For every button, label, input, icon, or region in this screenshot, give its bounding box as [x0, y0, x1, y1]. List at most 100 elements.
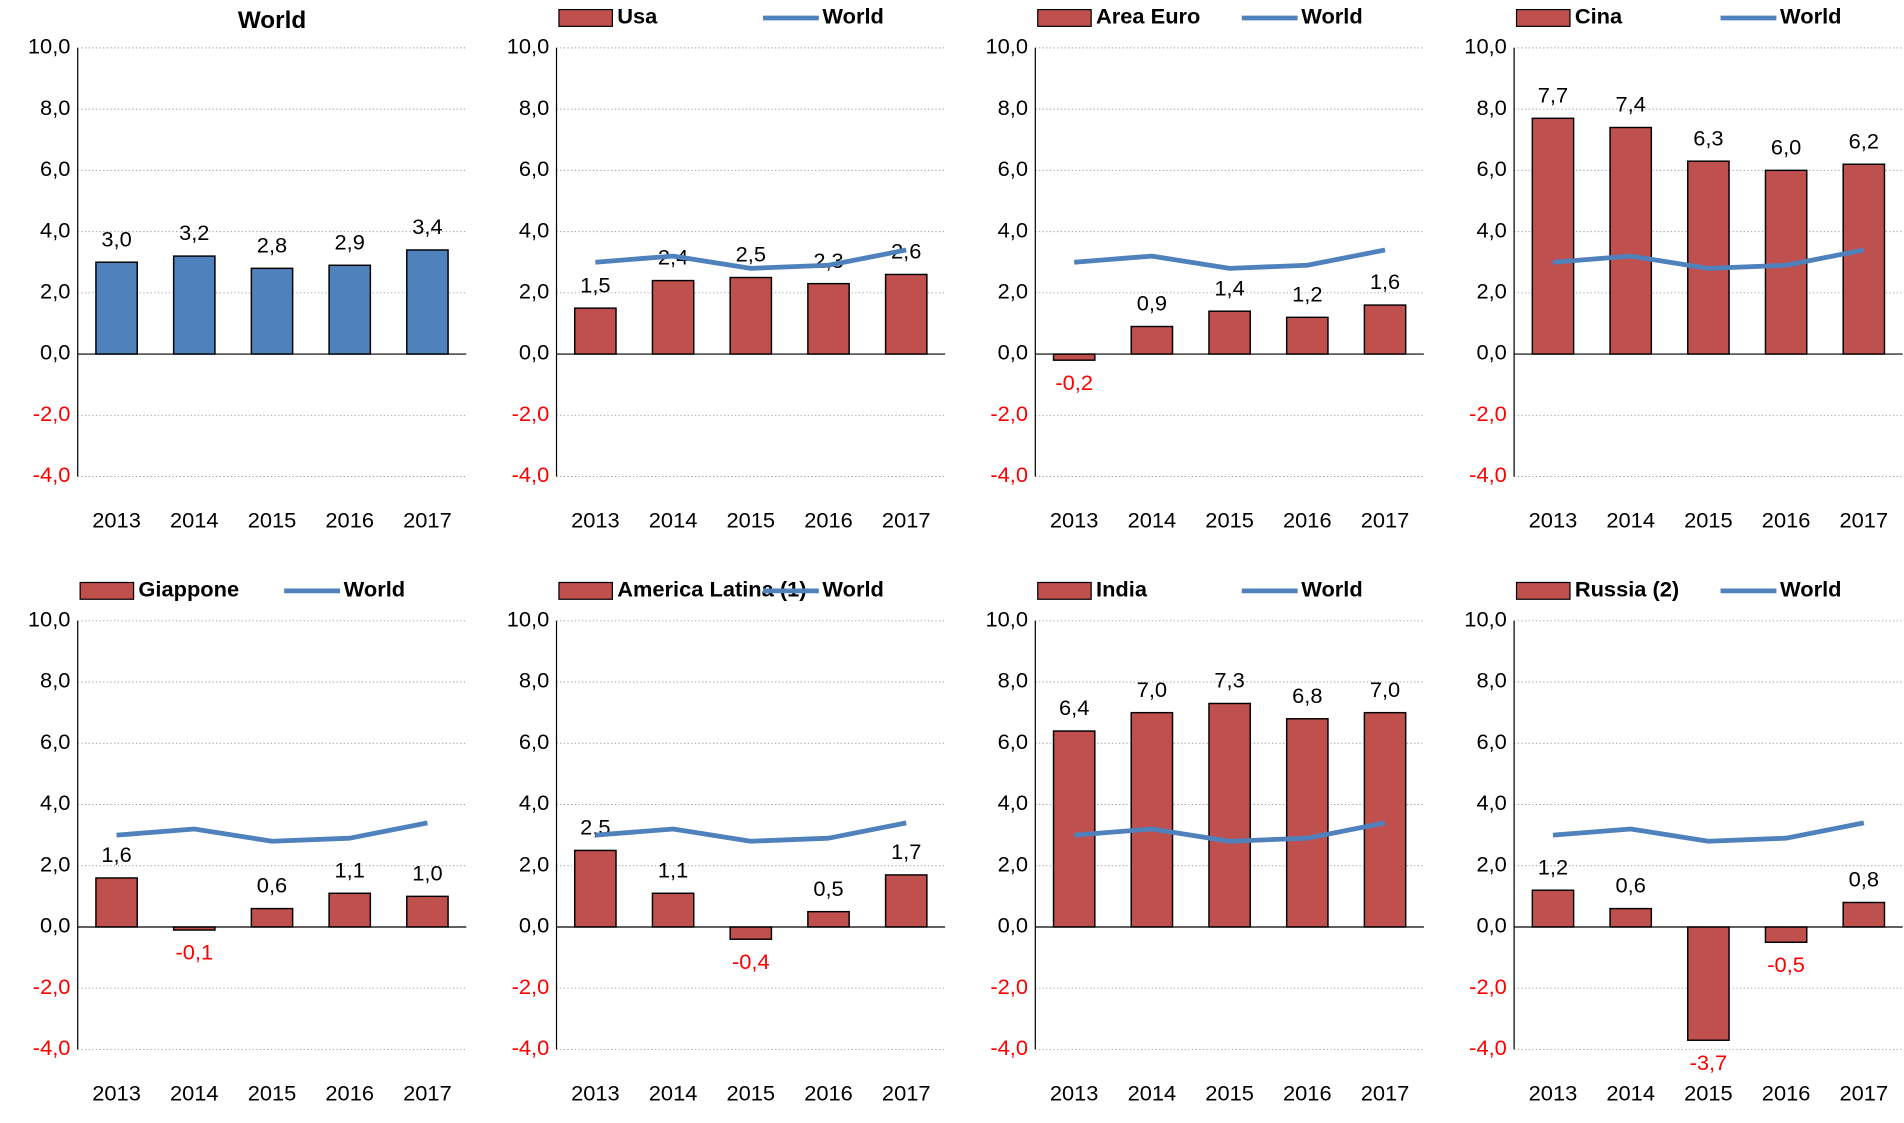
y-tick-label: 8,0	[1476, 95, 1506, 120]
y-tick-label: 8,0	[519, 95, 549, 120]
legend-swatch	[1515, 581, 1571, 600]
y-tick-label: 2,0	[40, 852, 70, 877]
y-tick-label: 8,0	[998, 668, 1028, 693]
data-label: -3,7	[1690, 1050, 1728, 1075]
bar	[1130, 325, 1174, 355]
y-tick-label: 8,0	[40, 95, 70, 120]
data-label: 6,0	[1771, 135, 1801, 160]
x-tick-label: 2014	[1128, 508, 1177, 533]
y-tick-label: 10,0	[986, 34, 1029, 59]
data-label: 7,7	[1538, 83, 1568, 108]
x-tick-label: 2015	[248, 1081, 297, 1106]
y-tick-label: 0,0	[1476, 340, 1506, 365]
bar	[1609, 907, 1653, 928]
y-tick-label: -2,0	[990, 974, 1028, 999]
y-tick-label: -4,0	[1469, 462, 1507, 487]
data-label: 6,4	[1059, 695, 1089, 720]
y-tick-label: 4,0	[998, 217, 1028, 242]
data-label: -0,2	[1055, 370, 1093, 395]
chart: -4,0 -2,0 0,0 2,0 4,0 6,0 8,0 10,0 2013 2014 2015 2…	[507, 577, 946, 1106]
y-tick-label: -4,0	[33, 1035, 71, 1060]
legend-label: India	[1096, 577, 1148, 602]
x-tick-label: 2015	[1205, 508, 1254, 533]
x-tick-label: 2015	[248, 508, 297, 533]
y-tick-label: 0,0	[40, 340, 70, 365]
y-tick-label: 2,0	[998, 279, 1028, 304]
y-tick-label: 2,0	[998, 852, 1028, 877]
x-tick-label: 2013	[1529, 508, 1578, 533]
y-tick-label: 4,0	[40, 790, 70, 815]
data-label: 1,6	[1370, 269, 1400, 294]
x-tick-label: 2017	[1361, 508, 1410, 533]
chart: -4,0 -2,0 0,0 2,0 4,0 6,0 8,0 10,0 2013 2014 2015 2…	[28, 577, 467, 1106]
bar	[406, 249, 449, 355]
y-tick-label: -4,0	[990, 1035, 1028, 1060]
line	[595, 820, 907, 844]
y-tick-label: 2,0	[1476, 279, 1506, 304]
data-label: 0,8	[1849, 867, 1879, 892]
y-tick-label: 0,0	[519, 340, 549, 365]
data-label: 7,3	[1214, 668, 1244, 693]
bar	[328, 264, 372, 355]
x-tick-label: 2014	[649, 508, 698, 533]
x-tick-label: 2017	[882, 1081, 931, 1106]
chart-title: World	[238, 7, 306, 34]
legend-label: World	[822, 4, 883, 29]
x-tick-label: 2016	[804, 508, 853, 533]
data-label: 0,5	[813, 876, 843, 901]
bar	[1687, 160, 1730, 355]
x-tick-label: 2013	[571, 508, 620, 533]
x-tick-label: 2017	[403, 508, 452, 533]
y-tick-label: 8,0	[40, 668, 70, 693]
y-tick-label: -4,0	[990, 462, 1028, 487]
data-label: -0,1	[175, 940, 213, 965]
y-tick-label: 6,0	[1476, 729, 1506, 754]
data-label: 1,2	[1292, 282, 1322, 307]
data-label: 1,6	[101, 842, 131, 867]
bar	[1842, 901, 1886, 928]
bar	[1687, 926, 1730, 1041]
y-tick-label: 8,0	[1476, 668, 1506, 693]
chart: -4,0 -2,0 0,0 2,0 4,0 6,0 8,0 10,0 2013 2014 2015 2…	[28, 7, 467, 533]
bar	[172, 255, 216, 355]
y-tick-label: 6,0	[998, 729, 1028, 754]
line	[1552, 820, 1865, 844]
line	[116, 820, 428, 844]
bar	[884, 273, 928, 355]
y-tick-label: 8,0	[998, 95, 1028, 120]
y-tick-label: 8,0	[519, 668, 549, 693]
legend-label: World	[1301, 4, 1362, 29]
data-label: 2,8	[257, 233, 287, 258]
data-label: -0,4	[732, 949, 770, 974]
x-tick-label: 2015	[1684, 1081, 1733, 1106]
data-label: 0,6	[257, 873, 287, 898]
legend-label: Cina	[1575, 4, 1623, 29]
y-tick-label: -2,0	[512, 974, 550, 999]
x-tick-label: 2016	[1762, 1081, 1811, 1106]
y-tick-label: 4,0	[1476, 217, 1506, 242]
y-tick-label: 6,0	[519, 156, 549, 181]
y-tick-label: 10,0	[1464, 607, 1507, 632]
x-tick-label: 2013	[92, 1081, 141, 1106]
y-tick-label: 4,0	[1476, 790, 1506, 815]
chart: -4,0 -2,0 0,0 2,0 4,0 6,0 8,0 10,0 2013 2014 2015 2…	[1464, 577, 1903, 1106]
bar	[406, 895, 449, 928]
legend-label: Giappone	[138, 577, 239, 602]
x-tick-label: 2015	[727, 1081, 776, 1106]
y-tick-label: 4,0	[519, 217, 549, 242]
x-tick-label: 2014	[1606, 1081, 1655, 1106]
y-tick-label: -2,0	[33, 974, 71, 999]
x-tick-label: 2016	[1283, 508, 1332, 533]
y-tick-label: 2,0	[519, 852, 549, 877]
chart: -4,0 -2,0 0,0 2,0 4,0 6,0 8,0 10,0 2013 2014 2015 2…	[986, 577, 1424, 1106]
chart: -4,0 -2,0 0,0 2,0 4,0 6,0 8,0 10,0 2013 2014 2015 2…	[1464, 4, 1903, 533]
x-tick-label: 2013	[1529, 1081, 1578, 1106]
bar	[1285, 316, 1329, 355]
data-label: 0,6	[1615, 873, 1645, 898]
bar	[1363, 711, 1407, 928]
y-tick-label: 0,0	[519, 913, 549, 938]
data-label: -0,5	[1767, 952, 1805, 977]
bar	[1764, 926, 1808, 943]
